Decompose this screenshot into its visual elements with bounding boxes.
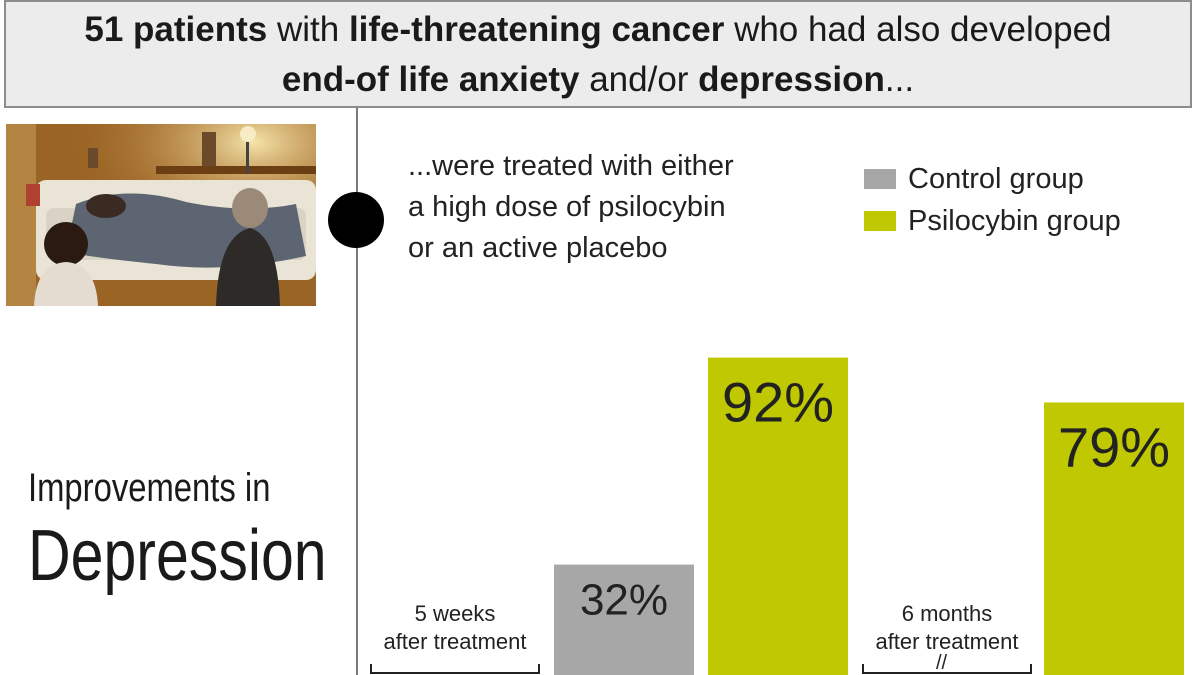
- chart-title-line-1: Improvements in: [28, 466, 271, 510]
- chart-title: Improvements in Depression: [28, 462, 392, 598]
- legend-swatch-psilocybin: [864, 211, 896, 231]
- bar-psilocybin-6-months: [1044, 402, 1184, 675]
- category-bracket-5-weeks: [370, 664, 540, 674]
- headline-2-segment-2: depression: [698, 60, 885, 99]
- headline-2-segment-0: end-of life anxiety: [281, 60, 580, 99]
- timeline-divider: [356, 108, 358, 675]
- legend-item-psilocybin: Psilocybin group: [864, 200, 1121, 242]
- treatment-description: ...were treated with either a high dose …: [408, 146, 788, 269]
- value-label-psilocybin-6-months: 79%: [1058, 415, 1170, 478]
- category-bracket-6-months: [862, 664, 1032, 674]
- value-label-control-5-weeks: 32%: [580, 576, 668, 625]
- headline-1-segment-1: with: [267, 10, 349, 49]
- category-label-5-weeks-line-1: 5 weeks: [414, 601, 496, 626]
- headline-2-segment-1: and/or: [579, 60, 699, 99]
- legend-swatch-control: [864, 169, 896, 189]
- headline-1-segment-2: life-threatening cancer: [348, 10, 725, 49]
- description-line-1: ...were treated with either: [408, 150, 734, 182]
- bar-control-5-weeks: [554, 564, 694, 675]
- chart-legend: Control group Psilocybin group: [864, 158, 1121, 242]
- chart-title-line-2: Depression: [28, 516, 327, 596]
- category-label-6-months-line-2: after treatment: [875, 629, 1019, 654]
- headline-line-1: 51 patients with life-threatening cancer…: [6, 5, 1190, 55]
- legend-label-psilocybin: Psilocybin group: [908, 204, 1121, 237]
- headline-1-segment-3: who had also developed: [724, 10, 1112, 49]
- value-label-psilocybin-5-weeks: 92%: [722, 371, 834, 434]
- category-label-5-weeks-line-2: after treatment: [383, 629, 527, 654]
- headline-1-segment-0: 51 patients: [84, 10, 268, 49]
- category-label-5-weeks: 5 weeks after treatment: [370, 600, 540, 656]
- legend-item-control: Control group: [864, 158, 1121, 200]
- headline-line-2: end-of life anxiety and/or depression...: [6, 55, 1190, 105]
- category-label-6-months-line-1: 6 months: [901, 601, 993, 626]
- description-line-3: or an active placebo: [408, 232, 668, 264]
- timeline-marker: [328, 192, 384, 248]
- axis-break-mark: //: [936, 652, 948, 674]
- legend-label-control: Control group: [908, 162, 1084, 195]
- description-line-2: a high dose of psilocybin: [408, 191, 726, 223]
- category-label-6-months: 6 months after treatment: [862, 600, 1032, 656]
- headline-2-segment-3: ...: [884, 60, 915, 99]
- therapy-session-photo: [6, 124, 316, 306]
- bar-psilocybin-5-weeks: [708, 357, 848, 675]
- headline-box: 51 patients with life-threatening cancer…: [4, 0, 1192, 108]
